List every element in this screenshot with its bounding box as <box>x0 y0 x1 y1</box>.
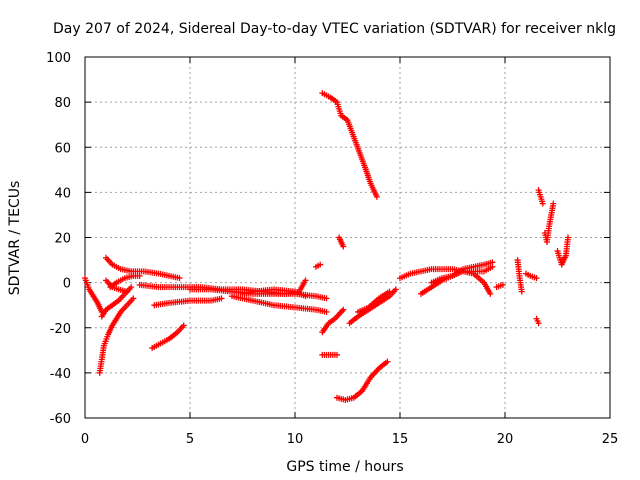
series-arc-04 <box>103 254 183 282</box>
y-tick-label: -20 <box>50 322 71 337</box>
x-tick-label: 0 <box>81 432 89 447</box>
chart-title: Day 207 of 2024, Sidereal Day-to-day VTE… <box>53 21 616 37</box>
series-arc-17 <box>319 351 340 358</box>
series-markers <box>493 281 506 291</box>
x-tick-label: 20 <box>497 432 514 447</box>
series-arc-13 <box>313 261 324 270</box>
series-markers <box>103 254 183 282</box>
series-markers <box>319 351 340 358</box>
y-tick-label: 0 <box>63 277 71 292</box>
y-tick-label: 20 <box>54 232 71 247</box>
y-tick-label: -40 <box>50 367 71 382</box>
series-markers <box>535 187 546 207</box>
series-arc-18 <box>334 358 391 403</box>
y-tick-label: 80 <box>54 96 71 111</box>
series-markers <box>313 261 324 270</box>
series-markers <box>239 286 309 300</box>
series-arc-16 <box>319 306 347 336</box>
series-arc-29 <box>541 200 557 246</box>
y-tick-label: 100 <box>46 51 71 66</box>
series-markers <box>229 293 330 315</box>
x-ticks: 0 5 10 15 20 25 <box>81 57 618 447</box>
series-markers <box>355 288 393 315</box>
x-tick-label: 5 <box>186 432 194 447</box>
y-ticks: 100 80 60 40 20 0 -20 -40 -60 <box>46 51 610 427</box>
plot-frame <box>84 56 611 419</box>
series-arc-15 <box>336 234 347 250</box>
y-tick-label: 60 <box>54 141 71 156</box>
data-series <box>82 90 571 403</box>
series-markers <box>319 90 380 200</box>
series-arc-09 <box>151 295 225 309</box>
x-tick-label: 15 <box>392 432 409 447</box>
series-arc-27 <box>533 315 542 327</box>
y-tick-label: 40 <box>54 186 71 201</box>
series-arc-26 <box>523 270 540 282</box>
x-tick-label: 25 <box>602 432 619 447</box>
grid <box>85 57 610 418</box>
series-arc-07 <box>149 322 187 352</box>
series-markers <box>319 306 347 336</box>
series-arc-06 <box>103 277 130 295</box>
series-markers <box>418 259 496 297</box>
series-markers <box>336 234 347 250</box>
x-axis-label: GPS time / hours <box>286 459 403 475</box>
series-arc-01 <box>82 275 105 315</box>
series-markers <box>82 275 105 315</box>
series-markers <box>533 315 542 327</box>
series-markers <box>523 270 540 282</box>
series-markers <box>554 234 571 268</box>
series-arc-11 <box>229 293 330 315</box>
series-arc-23 <box>418 259 496 297</box>
series-arc-30 <box>554 234 571 268</box>
x-tick-label: 10 <box>287 432 304 447</box>
series-arc-12 <box>239 286 309 300</box>
series-markers <box>149 322 187 352</box>
series-arc-02 <box>96 295 137 376</box>
y-axis-label: SDTVAR / TECUs <box>7 181 23 296</box>
series-arc-28 <box>535 187 546 207</box>
series-arc-24 <box>493 281 506 291</box>
series-arc-20 <box>355 288 393 315</box>
series-markers <box>96 295 137 376</box>
series-markers <box>103 277 130 295</box>
series-markers <box>541 200 557 246</box>
series-arc-25 <box>514 257 525 295</box>
y-tick-label: -60 <box>50 412 71 427</box>
series-markers <box>334 358 391 403</box>
series-markers <box>514 257 525 295</box>
series-markers <box>151 295 225 309</box>
series-arc-14 <box>319 90 380 200</box>
